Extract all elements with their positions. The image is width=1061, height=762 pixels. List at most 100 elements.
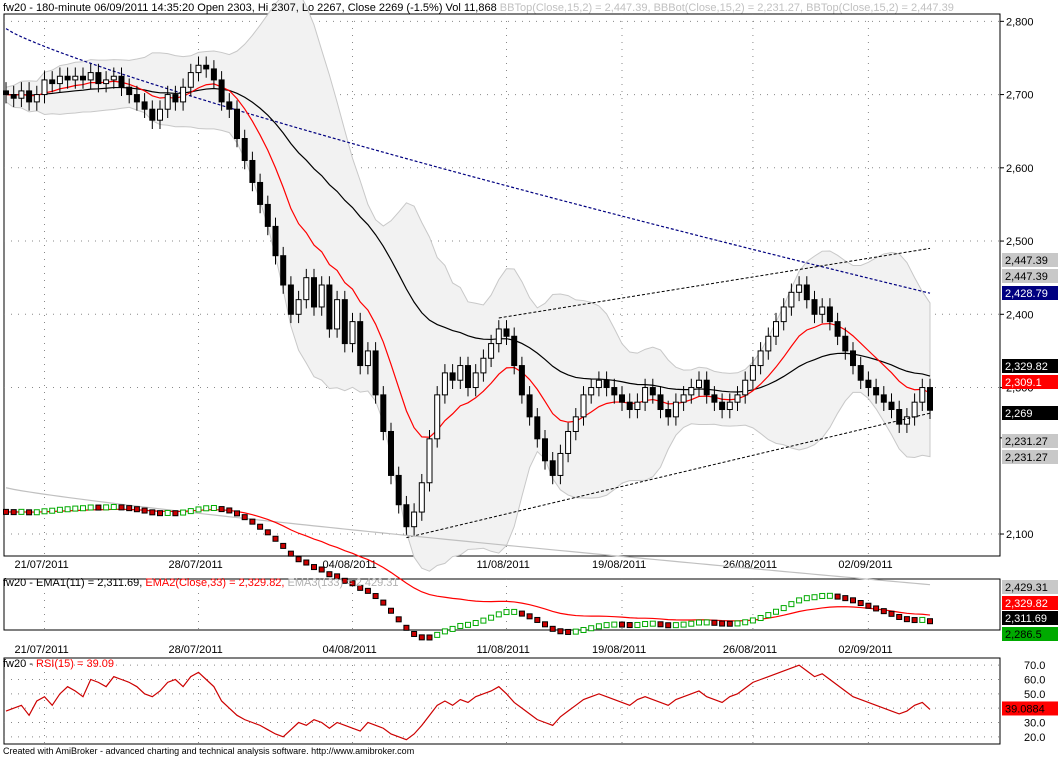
candle [318,284,325,308]
candle [749,365,756,381]
ema1-mark [172,510,179,517]
ema1-mark [411,630,418,637]
ema-tag [1002,611,1058,625]
ema1-mark [526,613,533,620]
ema-header-prefix: fw20 - [3,577,37,589]
rsi-tag [1002,701,1058,716]
price-tag [1002,359,1058,373]
candle [495,328,502,345]
ema1-mark [903,616,910,623]
candle [80,75,86,81]
candle [665,409,672,418]
ema1-mark [642,621,649,628]
candle [588,387,595,396]
rsi-pane [3,657,1001,745]
ema1-mark [665,622,672,629]
ema1-mark [403,624,410,631]
y-tick-label: 2,400 [1006,309,1034,321]
ema1-mark [126,505,133,512]
y-tick-label: 2,500 [1006,236,1034,248]
candle [788,291,795,308]
ema1-mark [64,506,71,513]
ema1-mark [865,602,872,609]
ema-pane [3,578,1001,631]
candle [26,90,33,103]
ema1-mark [534,616,541,623]
candle [10,94,17,99]
ema1-mark [210,504,217,511]
ema1-mark [780,605,787,612]
candle [41,79,48,96]
candle [172,94,179,103]
candle [149,108,156,121]
candle [441,372,448,396]
candle [680,394,687,403]
candle [811,299,818,315]
ema1-mark [680,621,687,628]
rsi-tick-label: 50.0 [1024,689,1045,701]
ema1-mark [880,608,887,615]
candle [572,416,579,432]
ema1-mark [749,617,756,624]
ema1-mark [834,593,841,600]
candle [280,255,287,286]
candle [503,328,510,337]
date-label: 28/07/2011 [169,644,223,656]
ema1-mark [672,622,679,629]
ema-tag-label: 2,329.82 [1005,598,1048,610]
candle [819,306,826,315]
ema1-mark [41,508,48,515]
candle [180,86,187,103]
candle [326,284,333,330]
candle [411,511,418,528]
candle [418,482,425,513]
ema1-mark [234,510,240,517]
ema1-mark [803,595,810,602]
ema1-mark [164,509,171,516]
candle [850,350,856,367]
date-label: 11/08/2011 [477,644,530,656]
ema-header: fw20 - EMA1(11) = 2,311.69, EMA2(Close,3… [3,577,399,590]
y-tick-label: 2,600 [1006,163,1034,175]
rsi-tick-label: 60.0 [1024,675,1045,687]
price-tag [1002,253,1058,267]
candle [349,321,356,345]
ema1-mark [56,506,63,513]
candle [388,430,394,476]
candle [195,64,202,74]
ema1-mark [626,622,633,629]
candle [826,306,833,323]
ema1-mark [95,504,102,511]
candle [234,108,240,140]
candle [472,372,479,389]
ema1-mark [757,615,764,622]
candle [765,335,772,352]
ema1-mark [465,621,471,628]
candle [803,284,810,301]
candle [95,72,102,85]
candle [780,306,787,323]
candle [696,379,702,389]
candle [380,394,387,432]
candle [711,394,718,403]
candle [903,416,910,425]
price-tag [1002,450,1058,464]
ema3-pane-line [5,487,931,586]
candle [118,75,125,88]
candle [372,350,379,396]
ema1-label: EMA1(11) = 2,311.69, [36,577,146,589]
date-label: 04/08/2011 [323,559,377,571]
candle [56,75,63,85]
candle [334,299,341,330]
ema1-mark [334,573,341,580]
y-tick-label: 2,700 [1006,90,1034,102]
ema-tag [1002,596,1058,610]
candle [449,372,456,381]
price-tag [1002,434,1058,448]
ema1-mark [203,505,210,512]
candle [526,394,533,418]
ema1-mark [426,634,433,641]
candle [218,79,225,103]
candle [703,379,710,396]
